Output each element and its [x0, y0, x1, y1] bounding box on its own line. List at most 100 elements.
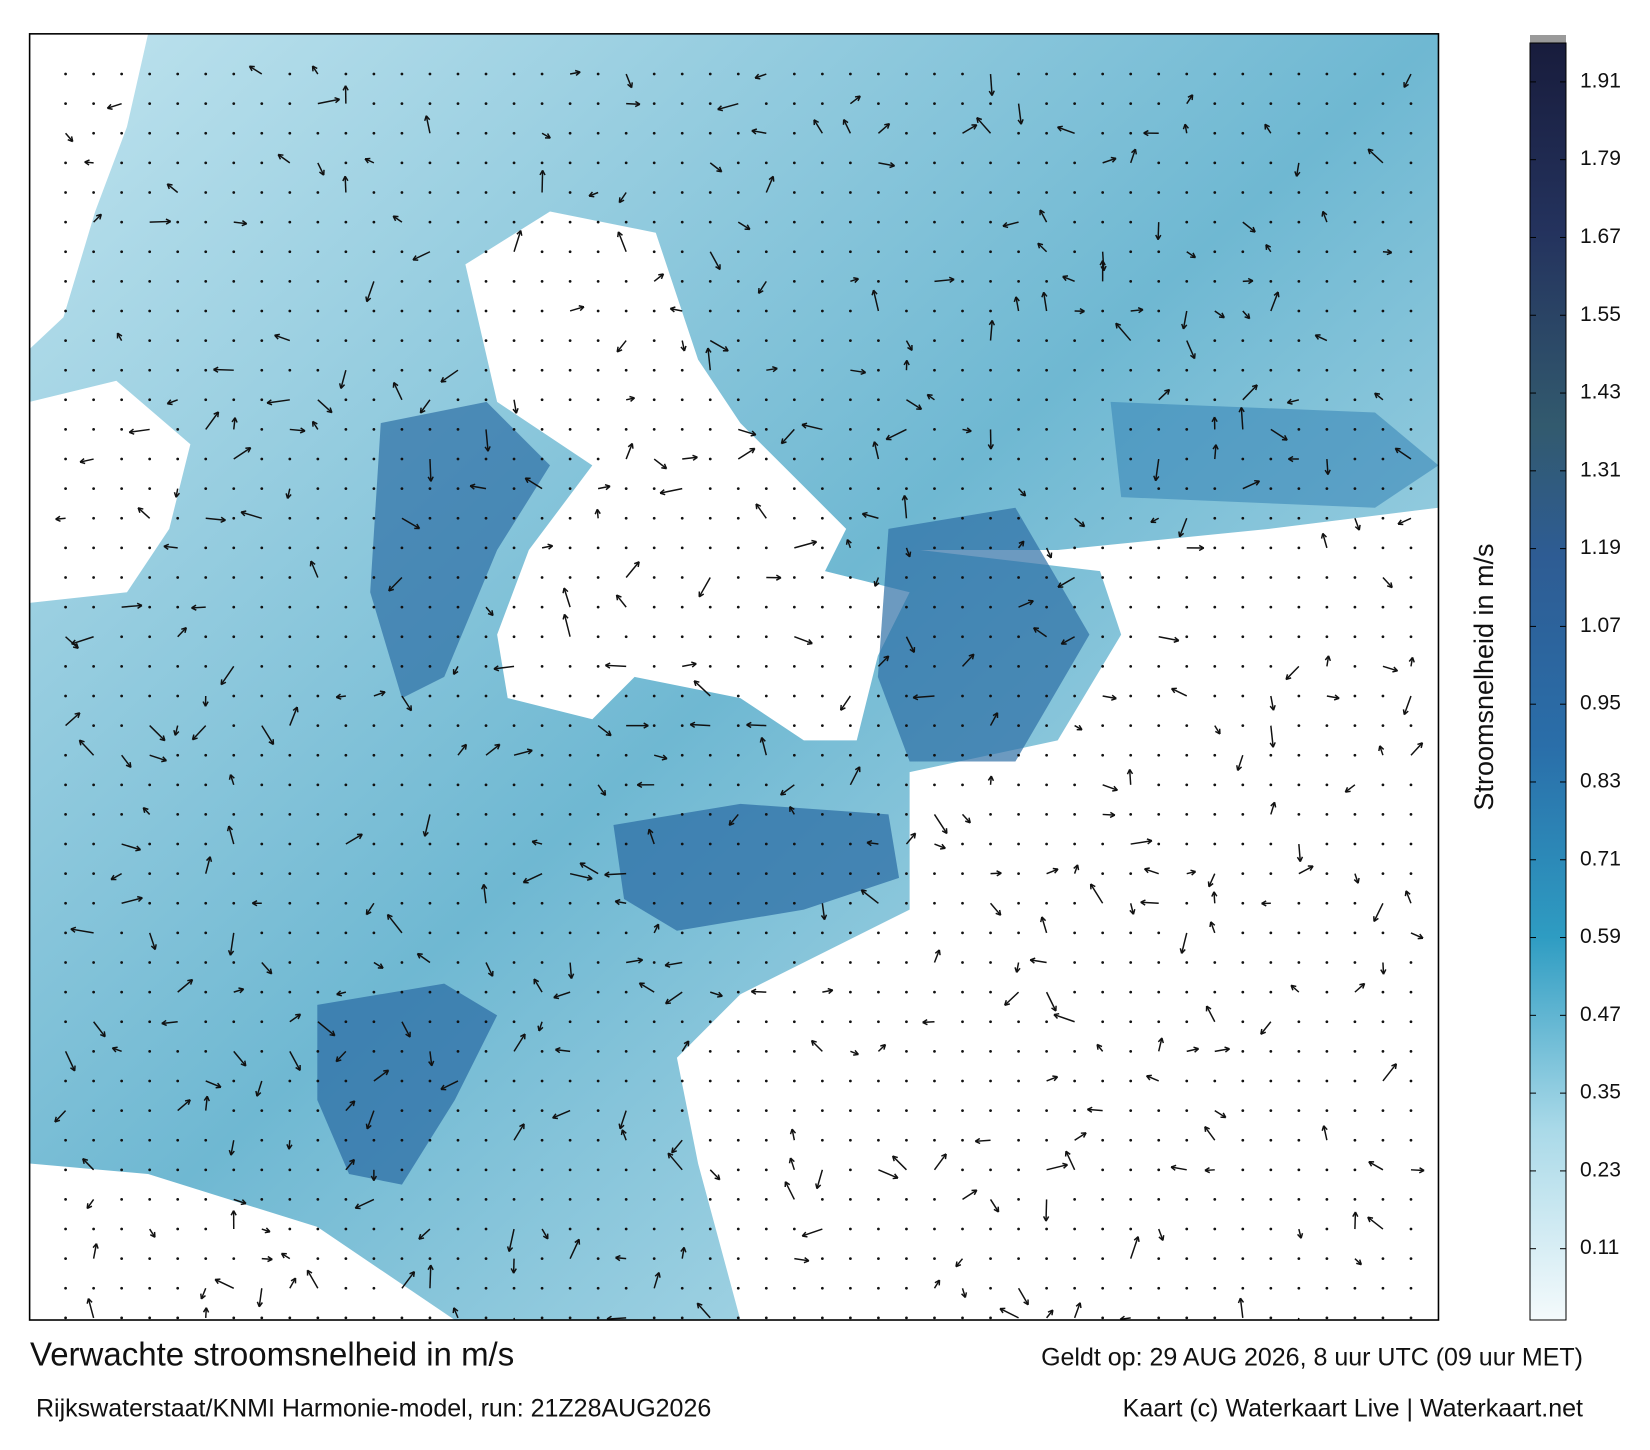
vector-dot: [120, 635, 124, 639]
vector-dot: [148, 1316, 152, 1320]
vector-head: [200, 1293, 206, 1300]
vector-head: [698, 591, 705, 598]
vector-arrow: [955, 1258, 964, 1268]
vector-head: [680, 345, 687, 352]
vector-dot: [232, 487, 236, 491]
vector-dot: [92, 102, 95, 106]
vector-head: [605, 730, 612, 737]
vector-dot: [1073, 487, 1076, 491]
vector-arrow: [336, 991, 347, 996]
vector-dot: [92, 428, 95, 431]
vector-dot: [933, 102, 936, 106]
vector-dot: [1409, 428, 1413, 431]
vector-head: [383, 1069, 390, 1076]
vector-arrow: [860, 889, 879, 904]
vector-dot: [456, 457, 460, 461]
vector-head: [669, 306, 676, 313]
vector-dot: [764, 872, 768, 876]
vector-dot: [1269, 605, 1273, 609]
vector-dot: [1353, 398, 1357, 402]
vector-head: [1281, 434, 1288, 441]
vector-head: [1170, 1164, 1177, 1171]
vector-arrow: [1090, 883, 1104, 904]
vector-dot: [64, 990, 67, 994]
vector-arrow: [1208, 873, 1216, 888]
vector-head: [1096, 1043, 1103, 1050]
vector-arrow: [681, 340, 686, 352]
vector-arrow: [401, 1271, 415, 1289]
vector-dot: [596, 694, 600, 698]
vector-dot: [624, 931, 628, 935]
vector-dot: [316, 457, 320, 461]
vector-head: [1378, 745, 1385, 752]
vector-dot: [624, 635, 628, 639]
vector-dot: [792, 842, 796, 846]
vector-dot: [400, 990, 404, 994]
vector-arrow: [1379, 745, 1384, 756]
vector-dot: [1353, 694, 1357, 698]
vector-dot: [1017, 842, 1020, 846]
vector-arrow: [866, 841, 879, 845]
vector-dot: [232, 1020, 236, 1024]
vector-arrow: [1242, 280, 1253, 283]
vector-head: [295, 1065, 301, 1071]
vector-dot: [1269, 1316, 1273, 1320]
vector-dot: [624, 694, 628, 698]
vector-head: [416, 952, 423, 959]
vector-dot: [1185, 1227, 1189, 1231]
vector-head: [1042, 1216, 1050, 1222]
vector-head: [1076, 724, 1083, 731]
vector-dot: [989, 990, 992, 994]
vector-arrow: [1087, 1108, 1103, 1112]
vector-dot: [64, 872, 67, 876]
vector-dot: [64, 694, 67, 698]
vector-dot: [680, 605, 684, 609]
vector-head: [388, 585, 395, 592]
vector-dot: [989, 487, 992, 491]
vector-dot: [820, 931, 824, 935]
vector-arrow: [794, 636, 813, 645]
vector-dot: [120, 1286, 124, 1290]
vector-dot: [1269, 1227, 1273, 1231]
vector-dot: [344, 605, 348, 609]
vector-dot: [428, 605, 432, 609]
vector-arrow: [717, 102, 739, 111]
vector-head: [1320, 532, 1328, 539]
vector-arrow: [71, 636, 94, 645]
vector-arrow: [606, 1317, 627, 1320]
vector-dot: [1073, 428, 1076, 431]
vector-dot: [344, 724, 348, 727]
vector-dot: [849, 635, 852, 639]
vector-arrow: [1298, 865, 1314, 875]
vector-dot: [372, 457, 376, 461]
vector-dot: [1157, 250, 1161, 254]
vector-dot: [736, 1227, 740, 1231]
vector-dot: [792, 457, 796, 461]
vector-dot: [820, 635, 824, 639]
colorbar-tick-label: 1.19: [1580, 536, 1621, 559]
vector-dot: [1353, 664, 1357, 668]
vector-dot: [120, 131, 124, 135]
vector-dot: [120, 931, 124, 935]
vector-head: [1041, 291, 1048, 298]
vector-dot: [1157, 1257, 1161, 1261]
vector-dot: [176, 131, 180, 135]
vector-head: [99, 1031, 106, 1038]
vector-dot: [456, 1198, 460, 1201]
vector-dot: [484, 931, 488, 935]
vector-dot: [204, 398, 208, 402]
vector-head: [620, 1129, 627, 1136]
vector-arrow: [177, 627, 187, 638]
vector-head: [205, 856, 213, 863]
vector-head: [1020, 490, 1027, 497]
vector-dot: [792, 220, 796, 224]
vector-head: [92, 1243, 99, 1249]
vector-dot: [1409, 161, 1413, 165]
vector-dot: [1353, 931, 1357, 935]
vector-arrow: [757, 280, 767, 294]
vector-dot: [1325, 990, 1329, 994]
vector-head: [1386, 582, 1393, 589]
vector-dot: [1241, 635, 1245, 639]
vector-head: [516, 229, 523, 236]
vector-dot: [1101, 398, 1105, 402]
